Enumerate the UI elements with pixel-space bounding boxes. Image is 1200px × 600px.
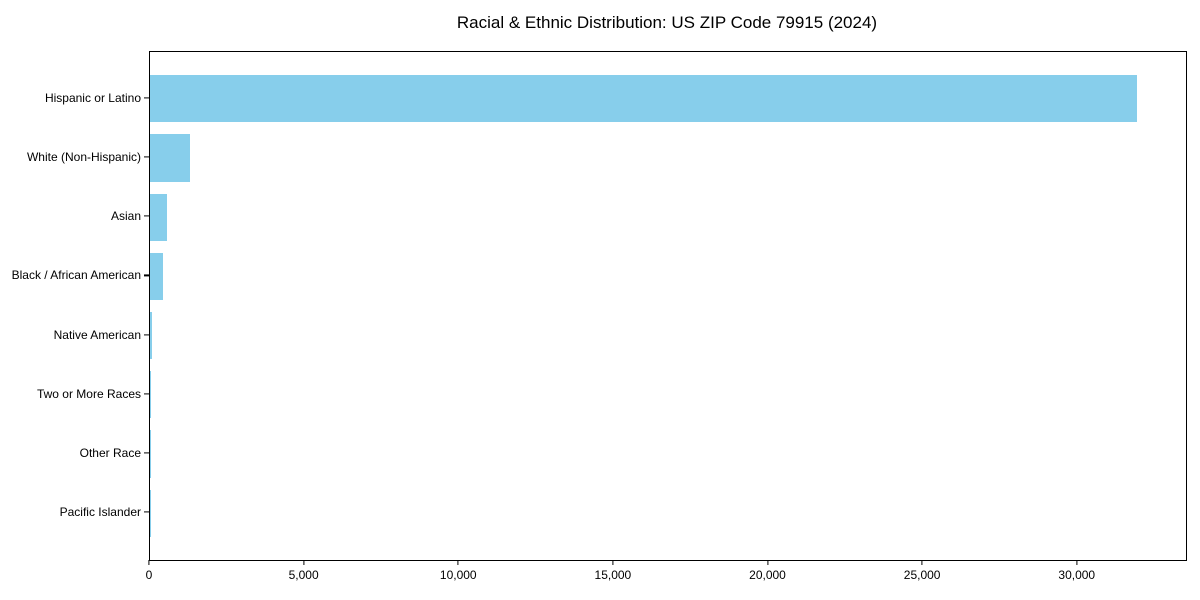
x-tick-mark (612, 560, 614, 565)
y-tick-label: Black / African American (11, 268, 141, 283)
x-tick-label: 20,000 (749, 568, 786, 582)
y-tick-mark (144, 97, 149, 99)
y-tick-mark (144, 452, 149, 454)
y-tick-mark (144, 511, 149, 513)
y-tick-mark (144, 274, 149, 276)
x-tick-mark (1076, 560, 1078, 565)
y-tick-label: White (Non-Hispanic) (26, 149, 141, 164)
x-tick-mark (921, 560, 923, 565)
bar-white-non-hispanic (150, 134, 190, 182)
x-tick-mark (148, 560, 150, 565)
x-tick-mark (766, 560, 769, 565)
y-tick-label: Asian (110, 209, 141, 224)
y-tick-mark (144, 393, 149, 395)
bar-asian (150, 193, 167, 241)
x-tick-label: 25,000 (903, 568, 941, 582)
y-tick-label: Hispanic or Latino (44, 90, 141, 105)
bar-black-african-american (150, 252, 163, 301)
y-tick-label: Pacific Islander (59, 505, 141, 520)
x-tick-mark (303, 560, 305, 565)
bar-hispanic-or-latino (150, 75, 1137, 123)
x-tick-label: 10,000 (439, 568, 477, 582)
bar-native-american (150, 311, 152, 360)
plot-area (149, 51, 1187, 561)
y-tick-label: Two or More Races (36, 386, 141, 401)
bar-two-or-more-races (150, 371, 152, 419)
x-tick-label: 15,000 (594, 568, 632, 582)
y-tick-mark (144, 334, 149, 336)
x-tick-mark (457, 560, 459, 565)
x-tick-label: 5,000 (288, 568, 319, 582)
x-tick-label: 0 (145, 568, 153, 582)
y-tick-label: Native American (53, 327, 141, 342)
y-tick-mark (144, 215, 149, 217)
chart-title: Racial & Ethnic Distribution: US ZIP Cod… (456, 13, 878, 32)
y-tick-label: Other Race (79, 446, 141, 461)
y-tick-mark (144, 156, 149, 158)
x-tick-label: 30,000 (1058, 568, 1096, 582)
